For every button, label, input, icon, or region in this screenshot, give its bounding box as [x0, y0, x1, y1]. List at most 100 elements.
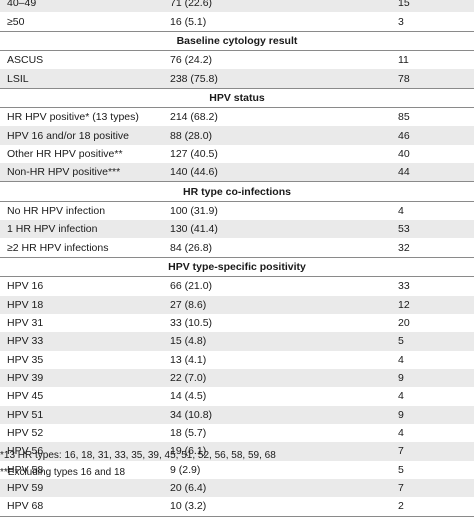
row-label: ≥50	[7, 15, 25, 28]
row-label: Non-HR HPV positive***	[0, 163, 170, 182]
row-count-percent: 34 (10.8)	[170, 405, 398, 424]
row-count-percent: 130 (41.4)	[170, 220, 398, 239]
row-value: 4	[398, 204, 404, 217]
section-header: HPV type-specific positivity	[0, 256, 474, 278]
row-count-percent: 100 (31.9)	[170, 204, 218, 217]
row-label: HPV 45	[7, 390, 44, 403]
row-value: 53	[398, 220, 474, 239]
row-count-percent: 14 (4.5)	[170, 390, 207, 403]
table-row: HPV 16 66 (21.0) 33	[0, 277, 474, 296]
row-value: 5	[398, 332, 474, 351]
row-label: HR HPV positive* (13 types)	[7, 111, 139, 124]
row-label: HPV 18	[0, 295, 170, 314]
row-label: No HR HPV infection	[7, 204, 106, 217]
row-count-percent: 18 (5.7)	[170, 427, 207, 440]
row-label: Other HR HPV positive**	[7, 147, 123, 160]
table-row: Other HR HPV positive** 127 (40.5) 40	[0, 145, 474, 163]
row-value: 3	[398, 15, 404, 28]
table-row: HPV 39 22 (7.0) 9	[0, 368, 474, 388]
section-header-row: HPV status	[0, 87, 474, 109]
row-label: HPV 51	[0, 405, 170, 424]
row-label: HPV 33	[0, 332, 170, 351]
row-label: ≥2 HR HPV infections	[7, 241, 109, 254]
row-label: HPV 52	[7, 427, 44, 440]
row-count-percent: 22 (7.0)	[170, 368, 398, 388]
row-count-percent: 19 (6.1)	[170, 442, 398, 461]
row-count-percent: 15 (4.8)	[170, 332, 398, 351]
table-row: HPV 45 14 (4.5) 4	[0, 387, 474, 405]
row-label: HPV 16	[7, 280, 44, 293]
row-count-percent: 127 (40.5)	[170, 147, 218, 160]
row-count-percent: 214 (68.2)	[170, 111, 218, 124]
section-header-row: Baseline cytology result	[0, 30, 474, 52]
row-value: 4	[398, 353, 404, 366]
table-row: Non-HR HPV positive*** 140 (44.6) 44	[0, 163, 474, 182]
row-label: HPV 59	[0, 478, 170, 498]
table-row: No HR HPV infection 100 (31.9) 4	[0, 201, 474, 220]
row-value: 7	[398, 442, 474, 461]
row-count-percent: 76 (24.2)	[170, 54, 213, 67]
table-row: ASCUS 76 (24.2) 11	[0, 51, 474, 70]
row-value: 20	[398, 317, 410, 330]
table-row: HPV 51 34 (10.8) 9	[0, 405, 474, 424]
table-row: HPV 56 19 (6.1) 7	[0, 442, 474, 461]
row-value: 40	[398, 147, 410, 160]
row-count-percent: 16 (5.1)	[170, 15, 207, 28]
table-row: HPV 16 and/or 18 positive 88 (28.0) 46	[0, 126, 474, 145]
row-value: 32	[398, 241, 410, 254]
table-row: HPV 68 10 (3.2) 2	[0, 497, 474, 517]
row-label: HPV 68	[0, 497, 170, 517]
row-value: 11	[398, 54, 409, 67]
row-count-percent: 33 (10.5)	[170, 317, 213, 330]
section-header: HPV status	[0, 87, 474, 109]
row-value: 4	[398, 390, 404, 403]
row-value: 15	[398, 0, 474, 13]
table-row: HR HPV positive* (13 types) 214 (68.2) 85	[0, 108, 474, 127]
row-value: 85	[398, 111, 410, 124]
footnote-excluding: **Excluding types 16 and 18	[0, 467, 126, 478]
row-count-percent: 20 (6.4)	[170, 478, 398, 498]
row-value: 12	[398, 295, 474, 314]
row-value: 46	[398, 126, 474, 145]
row-count-percent: 88 (28.0)	[170, 126, 398, 145]
table-row: ≥50 16 (5.1) 3	[0, 12, 474, 31]
table-row: LSIL 238 (75.8) 78	[0, 69, 474, 89]
row-count-percent: 9 (2.9)	[170, 463, 201, 476]
table-row: HPV 31 33 (10.5) 20	[0, 314, 474, 332]
table-row: HPV 59 20 (6.4) 7	[0, 478, 474, 498]
section-header: HR type co-infections	[0, 181, 474, 202]
row-count-percent: 27 (8.6)	[170, 295, 398, 314]
table-row: HPV 35 13 (4.1) 4	[0, 351, 474, 369]
row-label: ASCUS	[7, 54, 44, 67]
row-count-percent: 66 (21.0)	[170, 280, 213, 293]
row-count-percent: 140 (44.6)	[170, 163, 398, 182]
row-label: 40–49	[0, 0, 170, 13]
table-row: 1 HR HPV infection 130 (41.4) 53	[0, 220, 474, 239]
table-row: HPV 58 9 (2.9) 5	[0, 461, 474, 479]
row-value: 7	[398, 478, 474, 498]
row-count-percent: 71 (22.6)	[170, 0, 398, 13]
row-value: 9	[398, 405, 474, 424]
row-label: HPV 56	[0, 442, 170, 461]
row-label: HPV 31	[7, 317, 44, 330]
row-value: 5	[398, 463, 404, 476]
row-value: 9	[398, 368, 474, 388]
row-label: HPV 35	[7, 353, 44, 366]
section-header-row: HR type co-infections	[0, 181, 474, 202]
row-label: HPV 39	[0, 368, 170, 388]
footnote-hr-types: *13 HR types: 16, 18, 31, 33, 35, 39, 45…	[0, 450, 276, 461]
section-header-row: HPV type-specific positivity	[0, 256, 474, 278]
row-value: 33	[398, 280, 410, 293]
row-value: 44	[398, 163, 474, 182]
row-count-percent: 10 (3.2)	[170, 497, 398, 517]
row-label: HPV 58	[7, 463, 44, 476]
table-row: HPV 33 15 (4.8) 5	[0, 332, 474, 351]
table-row: HPV 18 27 (8.6) 12	[0, 295, 474, 314]
row-value: 4	[398, 427, 404, 440]
row-count-percent: 84 (26.8)	[170, 241, 213, 254]
row-count-percent: 238 (75.8)	[170, 69, 398, 89]
table-row: ≥2 HR HPV infections 84 (26.8) 32	[0, 238, 474, 257]
